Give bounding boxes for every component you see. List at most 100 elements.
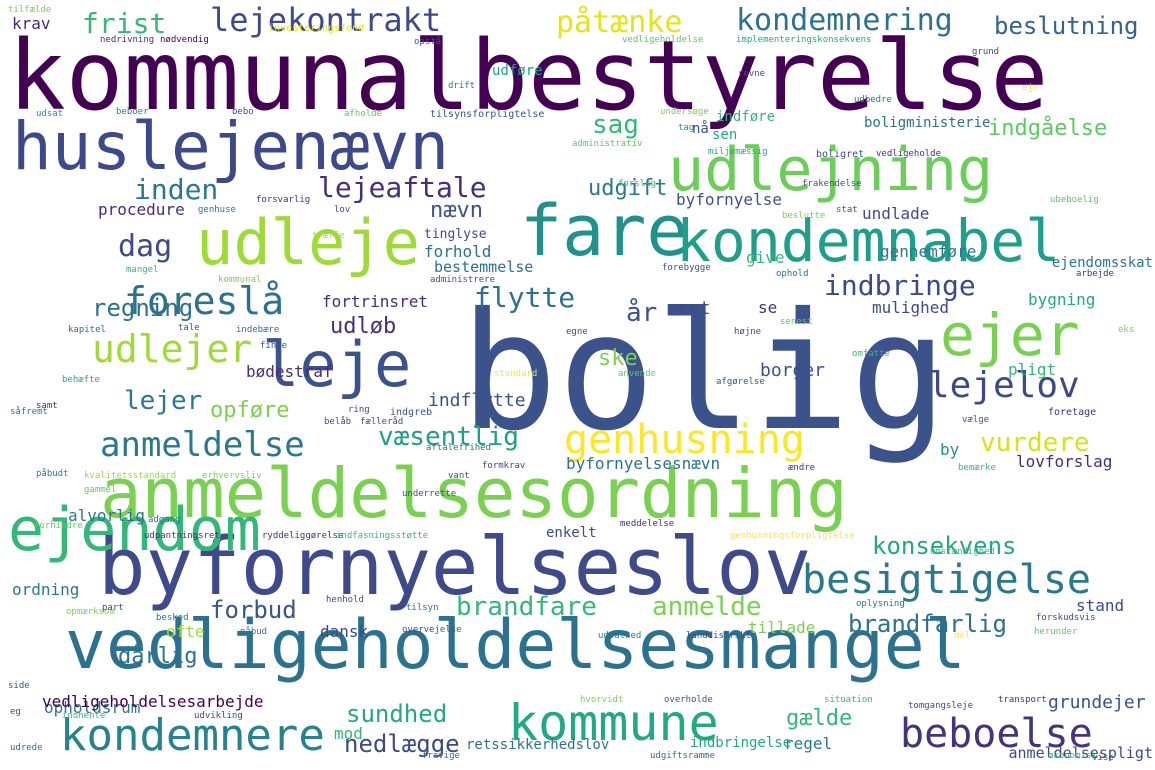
- word: erhvervsliv: [202, 471, 262, 481]
- word: del: [954, 631, 971, 641]
- word: forsvarlig: [256, 195, 311, 205]
- word: tinglyse: [424, 227, 487, 242]
- word: tag: [678, 123, 695, 133]
- word: kommune: [508, 694, 719, 752]
- word: bygning: [1028, 290, 1096, 309]
- word: fare: [520, 190, 689, 272]
- word: foretage: [1048, 407, 1097, 418]
- word: brandfare: [456, 592, 597, 622]
- word: udsat: [36, 109, 64, 119]
- word: foreslå: [124, 279, 285, 323]
- word: pligt: [1008, 360, 1057, 379]
- word: grund: [972, 47, 1000, 57]
- word: udpantningsret: [144, 531, 220, 541]
- word: opmærksom: [66, 607, 115, 617]
- word: oplysning: [856, 599, 905, 609]
- word: udvikling: [194, 711, 243, 721]
- word: ejer: [940, 301, 1080, 369]
- word: grundejer: [1048, 692, 1146, 713]
- word: beslutte: [782, 211, 826, 221]
- word: tale: [178, 323, 200, 333]
- word: lejeaftale: [318, 171, 487, 204]
- word: side: [8, 681, 30, 691]
- word: flytte: [474, 281, 576, 314]
- word: hvorvidt: [580, 695, 624, 705]
- word: indfasningsstøtte: [336, 531, 429, 541]
- word: indgreb: [390, 407, 433, 418]
- word: sag: [592, 110, 639, 140]
- word: forskudsvis: [1036, 613, 1096, 623]
- word: kvalitetsstandard: [84, 471, 177, 481]
- word: lov: [334, 205, 351, 215]
- word: drift: [448, 81, 476, 91]
- word: arbejde: [1076, 269, 1114, 279]
- word: afgørelse: [716, 377, 765, 387]
- word: lejekontrakt: [210, 1, 442, 39]
- word: udgift: [588, 176, 668, 201]
- word: overvejelse: [402, 625, 462, 635]
- word: formkrav: [482, 461, 526, 471]
- word: eg: [10, 707, 21, 717]
- word: indhente: [62, 711, 106, 721]
- word: lejelov: [928, 365, 1080, 406]
- word: implementeringskonsekvens: [736, 35, 872, 45]
- word: vedligeholdelsesarbejde: [42, 692, 264, 711]
- word: inden: [134, 173, 219, 206]
- word: kondemnere: [60, 710, 325, 761]
- word: mulighed: [872, 298, 950, 317]
- word: senest: [780, 317, 813, 327]
- word: såfremt: [10, 407, 48, 417]
- word: herunder: [1034, 627, 1078, 637]
- word: ryddeliggørelse: [262, 531, 344, 541]
- word: byfornyelseslov: [98, 521, 812, 613]
- word: ofte: [166, 622, 205, 641]
- word: år: [626, 298, 658, 328]
- word: administrativ: [572, 139, 643, 149]
- word: enkelt: [546, 525, 597, 541]
- word: ordning: [12, 580, 80, 599]
- word: samt: [36, 401, 58, 411]
- word: gælde: [786, 706, 853, 731]
- word: behæfte: [62, 375, 100, 385]
- word: eje: [1022, 83, 1039, 93]
- word: sundhed: [346, 700, 448, 728]
- word: træffe: [312, 231, 345, 241]
- word: indgåelse: [988, 116, 1108, 141]
- word: gennemføre: [880, 242, 977, 261]
- word: nå: [692, 121, 709, 137]
- word: bemærke: [958, 463, 996, 473]
- word: tomgangsleje: [908, 701, 974, 711]
- word: nævn: [430, 198, 483, 223]
- word: udgiftsramme: [650, 751, 716, 761]
- word: genhusningsforpligtelse: [730, 531, 855, 541]
- word: indbringe: [824, 269, 976, 302]
- word: dårlig: [118, 644, 198, 669]
- word: udrede: [10, 743, 43, 753]
- word: regning: [92, 294, 194, 322]
- word: situation: [824, 695, 873, 705]
- word: påbud: [240, 627, 268, 637]
- word: fælleråd: [360, 417, 404, 427]
- word: se: [758, 298, 778, 317]
- word: overholde: [664, 695, 713, 705]
- word: tilsyn: [406, 603, 439, 613]
- word: udsathed: [598, 631, 642, 641]
- word: ændre: [788, 463, 816, 473]
- word: ejendom: [8, 495, 261, 565]
- word: forslag: [618, 179, 656, 189]
- word: genhusning: [564, 417, 805, 463]
- word: dansk: [320, 622, 369, 641]
- word: mangel: [126, 265, 159, 275]
- word: tillade: [748, 618, 816, 637]
- word: væsentlig: [378, 422, 519, 452]
- word: boligret: [816, 149, 865, 160]
- word: vurdere: [980, 428, 1090, 458]
- word: forhold: [424, 242, 492, 261]
- word: frakendelse: [802, 179, 862, 189]
- word: udlejning: [668, 135, 994, 205]
- word: by: [940, 440, 960, 459]
- word: konsekvens: [872, 532, 1017, 560]
- word: aftalefrihed: [426, 443, 492, 453]
- word: investeringsfond: [268, 23, 365, 34]
